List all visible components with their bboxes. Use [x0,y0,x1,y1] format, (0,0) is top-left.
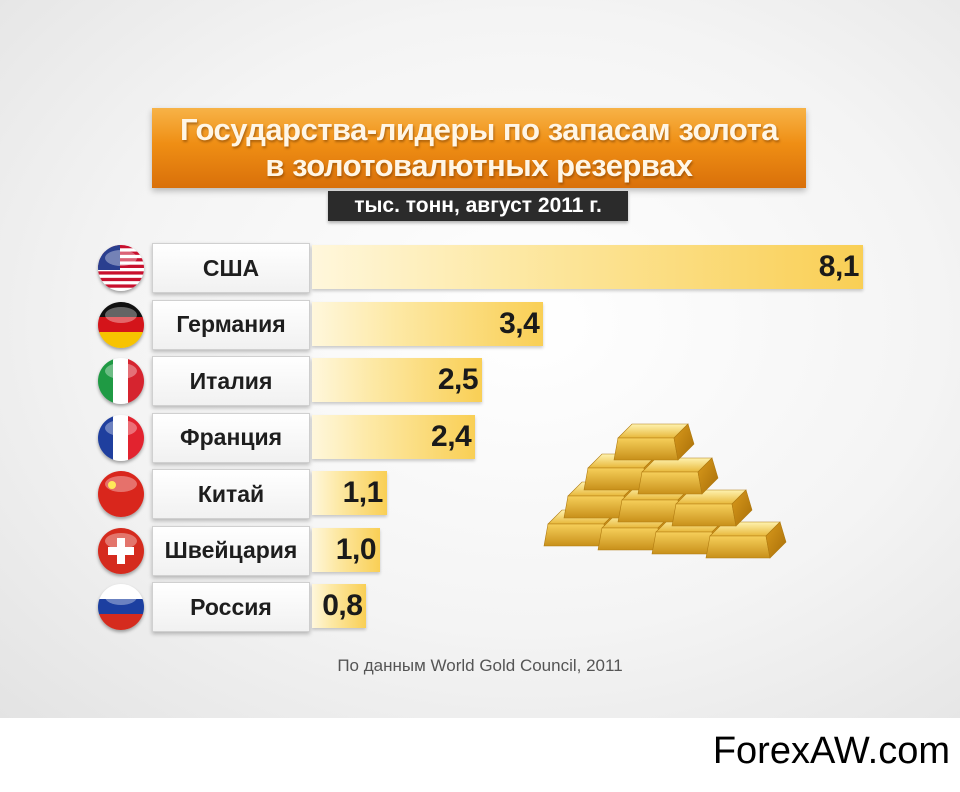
gold-ingot [613,423,695,461]
bar [312,584,367,628]
bar [312,414,476,459]
us-flag-icon [98,245,144,291]
bar [312,245,863,289]
bar-value-label: 3,4 [499,306,540,340]
watermark-text: ForexAW.com [712,730,950,772]
bar-row: Италия 2,5 [0,356,960,406]
bar-row: Франция 2,4 [0,412,960,463]
bar-value-label: 8,1 [818,250,860,283]
gold-ingot [637,457,719,495]
category-label: Франция [152,412,310,463]
germany-flag-icon [98,301,144,348]
category-label: Швейцария [152,525,310,576]
title-banner: Государства-лидеры по запасам золота в з… [152,108,806,188]
china-flag-icon [98,471,144,517]
bar-row: Китай 1,1 [0,469,960,519]
switzerland-flag-icon [98,527,144,574]
france-flag-icon [98,414,144,461]
bar-row: Швейцария 1,0 [0,525,960,576]
bar-row: Россия 0,8 [0,582,960,632]
infographic-canvas: Государства-лидеры по запасам золота в з… [0,0,960,718]
category-label: Китай [152,469,310,519]
bar [312,527,381,572]
gold-ingot [671,489,753,527]
bar [312,358,483,402]
bar-value-label: 0,8 [322,589,363,622]
bar-value-label: 2,4 [431,419,472,453]
bar-row: США 8,1 [0,243,960,293]
category-label: Германия [152,299,310,350]
russia-flag-icon [98,584,144,630]
category-label: США [152,243,310,293]
source-note: По данным World Gold Council, 2011 [337,656,623,675]
bar [312,471,387,515]
bar-value-label: 1,0 [335,532,377,566]
category-label: Италия [152,356,310,406]
bar-value-label: 2,5 [437,363,479,396]
italy-flag-icon [98,358,144,404]
chart-subtitle: тыс. тонн, август 2011 г. [328,191,628,221]
gold-bars-icon [543,423,787,559]
bar-row: Германия 3,4 [0,299,960,350]
bar-value-label: 1,1 [342,476,384,509]
chart-title: Государства-лидеры по запасам золота в з… [179,112,779,183]
category-label: Россия [152,582,310,632]
bar [312,301,544,346]
